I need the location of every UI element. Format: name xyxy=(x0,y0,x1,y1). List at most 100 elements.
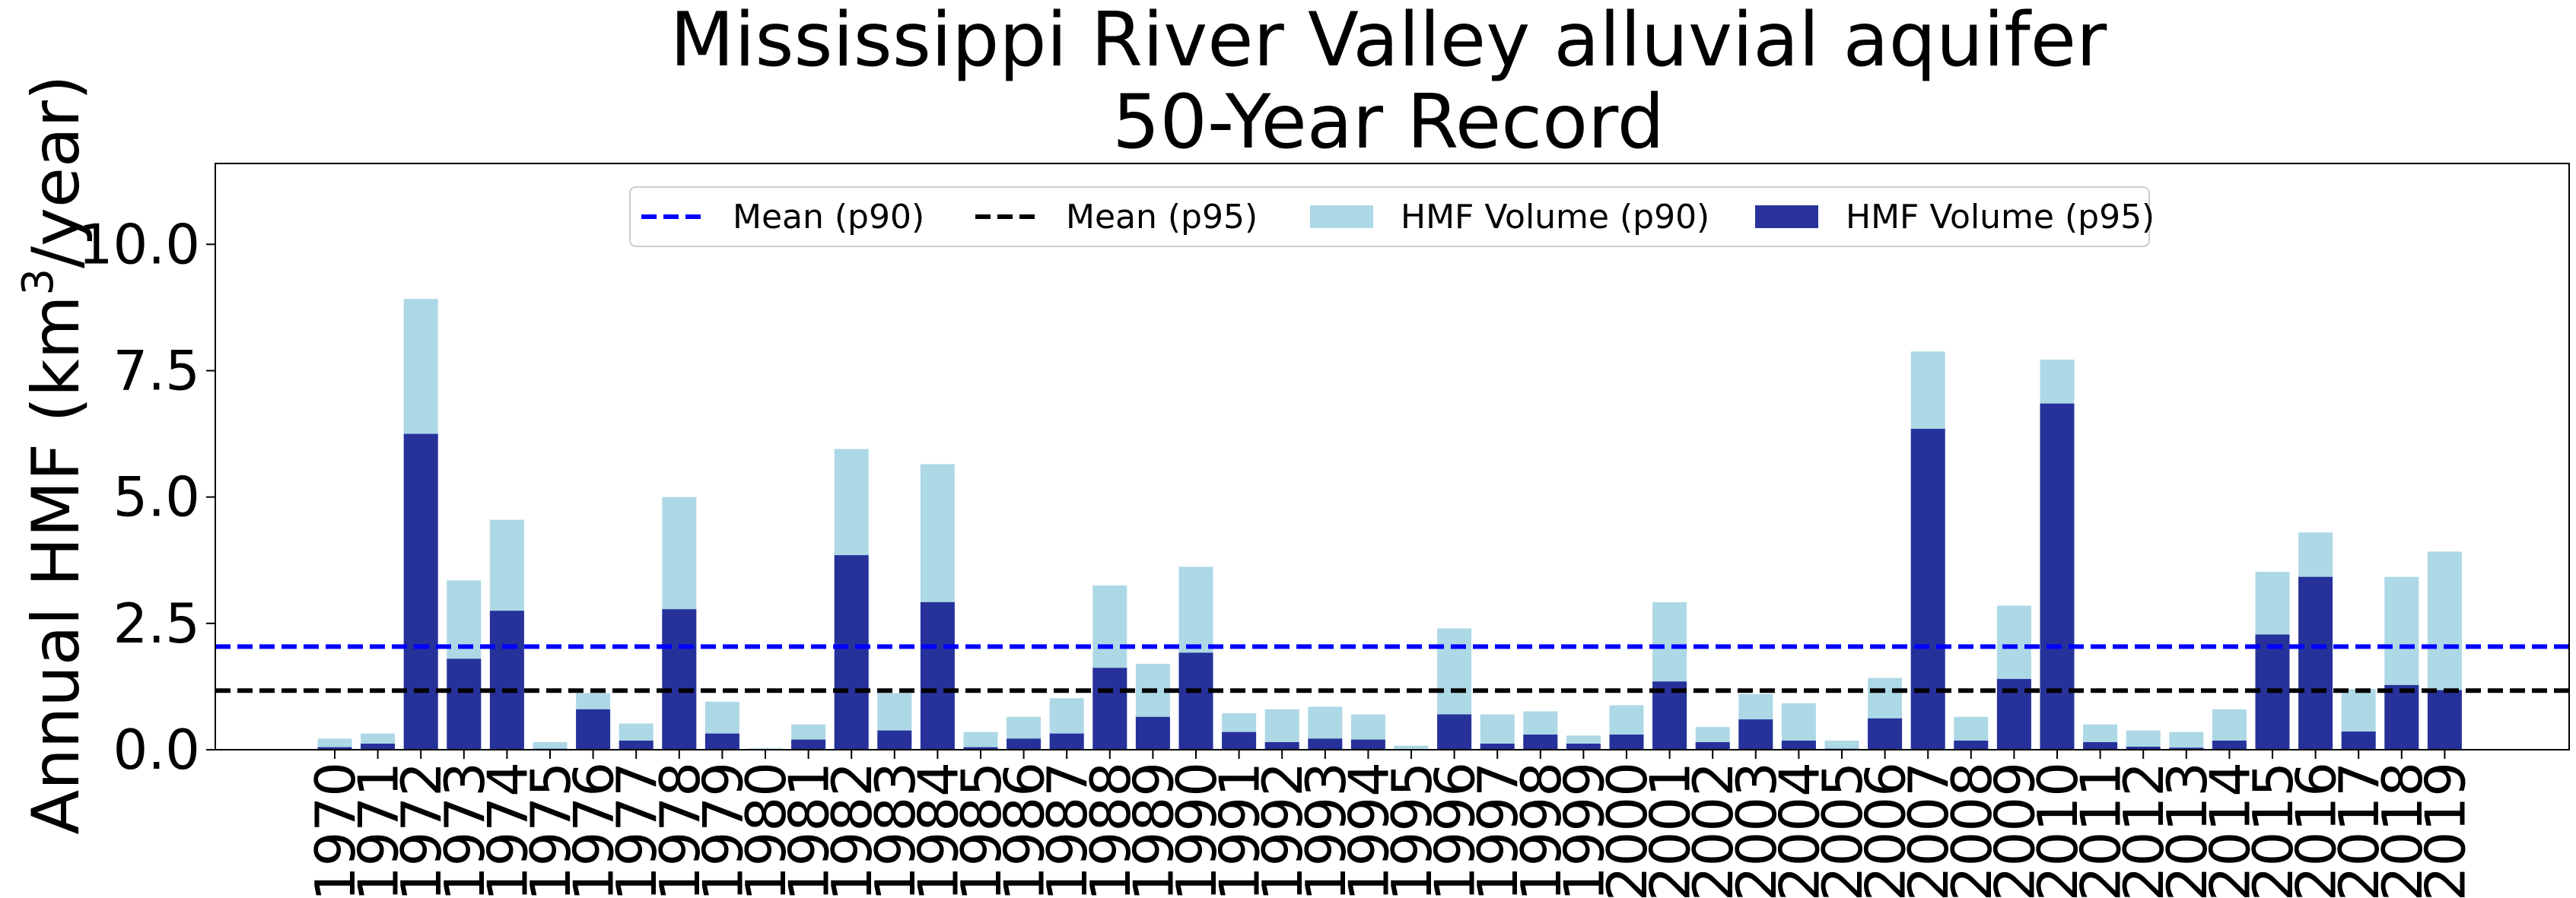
chart-title-line1: Mississippi River Valley alluvial aquife… xyxy=(670,0,2107,84)
x-tick-label-2006: 2006 xyxy=(1854,762,1918,898)
bar-p95-1984 xyxy=(920,601,955,750)
bar-p95-1977 xyxy=(619,741,654,750)
bar-p90-1985 xyxy=(963,731,998,750)
x-tick-label-1971: 1971 xyxy=(347,762,411,898)
x-tick-label-2009: 2009 xyxy=(1983,762,2046,898)
x-tick-label-1986: 1986 xyxy=(993,762,1057,898)
x-tick-label-2002: 2002 xyxy=(1681,762,1745,898)
plot-frame xyxy=(215,163,2570,750)
legend-mean-p90-label: Mean (p90) xyxy=(733,198,924,236)
x-tick-label-1992: 1992 xyxy=(1251,762,1315,898)
y-tick-label-5.0: 5.0 xyxy=(113,465,200,529)
bar-p95-2011 xyxy=(2083,742,2118,750)
x-tick-label-2013: 2013 xyxy=(2155,762,2219,898)
bar-p95-1993 xyxy=(1308,738,1343,750)
bar-p95-2018 xyxy=(2384,684,2419,750)
x-tick-label-1983: 1983 xyxy=(863,762,927,898)
bar-p95-1981 xyxy=(791,739,826,750)
x-tick-label-1972: 1972 xyxy=(390,762,453,898)
x-axis-ticks: 1970197119721973197419751976197719781979… xyxy=(304,750,2477,898)
bar-p95-1999 xyxy=(1566,744,1601,750)
x-tick-label-1978: 1978 xyxy=(648,762,712,898)
bar-p95-1979 xyxy=(704,733,739,750)
x-tick-label-1994: 1994 xyxy=(1337,762,1401,898)
x-tick-label-1989: 1989 xyxy=(1121,762,1185,898)
x-tick-label-1991: 1991 xyxy=(1208,762,1272,898)
y-axis-label: Annual HMF (km3/year) xyxy=(14,75,94,834)
bar-p95-2000 xyxy=(1609,735,1644,750)
x-tick-label-1984: 1984 xyxy=(906,762,970,898)
x-tick-label-1976: 1976 xyxy=(562,762,626,898)
x-tick-label-2001: 2001 xyxy=(1639,762,1703,898)
bar-p95-1994 xyxy=(1350,739,1385,750)
bar-p95-2017 xyxy=(2341,731,2376,750)
legend-hmf-p95-swatch xyxy=(1755,205,1818,228)
bar-p90-2005 xyxy=(1824,741,1859,750)
bar-p95-1972 xyxy=(403,433,438,750)
bar-p95-2010 xyxy=(2040,403,2075,750)
x-tick-label-1977: 1977 xyxy=(605,762,669,898)
y-axis-label-end: /year) xyxy=(18,75,94,268)
bar-p95-2016 xyxy=(2298,576,2333,750)
x-tick-label-1987: 1987 xyxy=(1035,762,1099,898)
x-tick-label-2011: 2011 xyxy=(2069,762,2133,898)
x-tick-label-1974: 1974 xyxy=(475,762,539,898)
x-tick-label-2014: 2014 xyxy=(2198,762,2262,898)
x-tick-label-1993: 1993 xyxy=(1294,762,1358,898)
x-tick-label-2005: 2005 xyxy=(1811,762,1875,898)
x-tick-label-1990: 1990 xyxy=(1165,762,1229,898)
legend-hmf-p95-label: HMF Volume (p95) xyxy=(1846,198,2155,236)
bar-p95-1986 xyxy=(1007,738,1042,750)
bar-p95-2002 xyxy=(1695,742,1730,750)
y-axis-ticks: 0.0 2.5 5.0 7.5 10.0 xyxy=(78,212,215,782)
bar-p95-1976 xyxy=(576,709,611,750)
x-tick-label-2004: 2004 xyxy=(1767,762,1831,898)
bar-p95-1988 xyxy=(1092,668,1127,750)
bar-p95-1998 xyxy=(1523,735,1558,750)
bar-p95-1987 xyxy=(1049,733,1084,750)
bars-group xyxy=(317,299,2462,750)
bar-p90-1995 xyxy=(1394,745,1429,750)
bar-p95-2012 xyxy=(2126,747,2161,750)
legend-hmf-p90-label: HMF Volume (p90) xyxy=(1401,198,1709,236)
x-tick-label-2003: 2003 xyxy=(1725,762,1789,898)
x-tick-label-1985: 1985 xyxy=(949,762,1013,898)
chart-title-line2: 50-Year Record xyxy=(1112,79,1665,166)
mean-lines-group xyxy=(215,644,2569,693)
x-tick-label-1982: 1982 xyxy=(820,762,884,898)
bar-p95-1982 xyxy=(834,555,869,750)
y-axis-label-main: Annual HMF (km xyxy=(18,295,94,834)
bar-p95-1970 xyxy=(317,747,352,750)
x-tick-label-2019: 2019 xyxy=(2413,762,2477,898)
x-tick-label-2016: 2016 xyxy=(2285,762,2349,898)
bar-p95-2008 xyxy=(1954,741,1989,750)
y-tick-label-7.5: 7.5 xyxy=(113,339,200,403)
x-tick-label-2007: 2007 xyxy=(1897,762,1961,898)
bar-p95-1992 xyxy=(1264,742,1299,750)
bar-p95-1990 xyxy=(1178,652,1213,750)
bar-p90-1975 xyxy=(533,742,568,750)
legend: Mean (p90) Mean (p95) HMF Volume (p90) H… xyxy=(629,186,2155,247)
bar-p95-1978 xyxy=(662,609,697,750)
legend-box xyxy=(629,186,2150,247)
bar-p95-2003 xyxy=(1738,719,1773,750)
x-tick-label-2008: 2008 xyxy=(1940,762,2004,898)
x-tick-label-1997: 1997 xyxy=(1466,762,1530,898)
bar-p95-2019 xyxy=(2427,690,2462,750)
bar-p95-1997 xyxy=(1480,744,1515,750)
bar-p95-1985 xyxy=(963,747,998,750)
x-tick-label-1980: 1980 xyxy=(734,762,798,898)
x-tick-label-1979: 1979 xyxy=(691,762,755,898)
bar-p90-2012 xyxy=(2126,730,2161,750)
y-tick-label-0.0: 0.0 xyxy=(113,718,200,782)
x-tick-label-1998: 1998 xyxy=(1509,762,1573,898)
bar-p95-2014 xyxy=(2212,741,2247,750)
bar-p90-1970 xyxy=(317,738,352,750)
y-tick-label-10.0: 10.0 xyxy=(78,212,200,276)
x-tick-label-1981: 1981 xyxy=(778,762,841,898)
x-tick-label-1995: 1995 xyxy=(1380,762,1444,898)
y-tick-label-2.5: 2.5 xyxy=(113,592,200,655)
x-tick-label-1975: 1975 xyxy=(519,762,583,898)
x-tick-label-1988: 1988 xyxy=(1079,762,1143,898)
y-axis-label-superscript: 3 xyxy=(14,268,63,296)
